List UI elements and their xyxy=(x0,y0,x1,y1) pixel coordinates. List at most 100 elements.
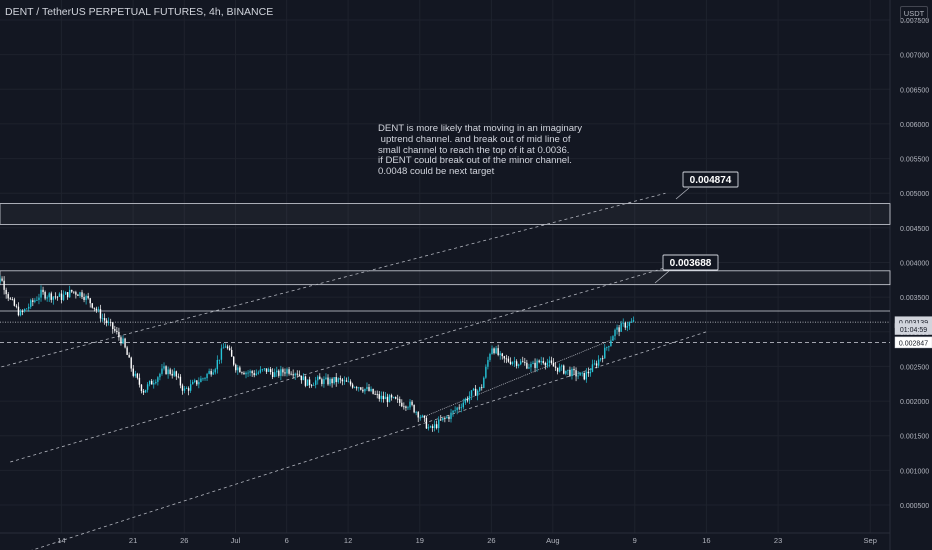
candle-body xyxy=(226,346,229,349)
candle-body xyxy=(378,394,380,399)
candle-body xyxy=(347,381,350,383)
x-tick-label: 19 xyxy=(416,536,424,545)
candle-body xyxy=(175,371,178,377)
candle-body xyxy=(390,395,393,398)
candle-body xyxy=(532,362,534,364)
candle-body xyxy=(499,353,501,355)
x-tick-label: Jul xyxy=(231,536,241,545)
candle-body xyxy=(21,311,24,313)
target-pointer xyxy=(654,270,670,284)
y-tick-label: 0.006000 xyxy=(900,122,929,129)
candle-body xyxy=(107,321,110,323)
candle-body xyxy=(75,292,77,295)
candle-body xyxy=(146,384,149,390)
candle-body xyxy=(503,356,506,359)
candle-body xyxy=(300,375,303,381)
candle-body xyxy=(159,373,161,378)
candle-body xyxy=(110,321,112,323)
candle-body xyxy=(323,379,325,384)
candle-body xyxy=(579,372,581,376)
candle-body xyxy=(241,372,243,374)
candle-body xyxy=(565,370,567,374)
candle-body xyxy=(337,378,339,383)
candle-body xyxy=(38,297,40,300)
candle-body xyxy=(157,377,159,382)
x-tick-label: Sep xyxy=(864,536,877,545)
candle-body xyxy=(419,416,421,418)
candle-body xyxy=(425,417,428,429)
price-axis-label-box xyxy=(894,323,932,335)
candle-body xyxy=(368,387,370,391)
candle-body xyxy=(288,369,290,374)
candle-body xyxy=(479,387,481,391)
candle-body xyxy=(433,424,436,429)
candle-body xyxy=(165,366,167,375)
candle-body xyxy=(214,369,216,373)
candle-body xyxy=(255,373,257,376)
candle-body xyxy=(233,356,235,365)
candle-body xyxy=(569,369,571,376)
candle-body xyxy=(134,373,137,376)
price-axis-label: 0.002847 xyxy=(899,340,928,347)
candle-body xyxy=(341,379,344,382)
candle-body xyxy=(450,412,452,419)
candle-body xyxy=(54,296,57,298)
candle-body xyxy=(616,327,618,330)
candle-body xyxy=(114,329,116,331)
candle-body xyxy=(69,289,71,298)
candle-body xyxy=(356,387,358,389)
candle-body xyxy=(286,369,288,374)
candle-body xyxy=(563,365,565,374)
candle-body xyxy=(362,389,364,392)
candle-body xyxy=(93,307,96,309)
candle-body xyxy=(208,371,210,374)
resistance-zone xyxy=(0,270,891,286)
candle-body xyxy=(173,371,175,376)
candle-body xyxy=(526,362,528,369)
currency-badge[interactable]: USDT xyxy=(900,6,928,22)
candle-body xyxy=(329,378,331,385)
candle-body xyxy=(403,406,405,408)
candle-body xyxy=(628,322,631,327)
candle-body xyxy=(593,363,596,365)
candle-body xyxy=(360,387,362,390)
y-tick-label: 0.005500 xyxy=(900,157,929,164)
candle-body xyxy=(116,330,118,332)
candle-body xyxy=(556,367,559,372)
candle-body xyxy=(138,377,141,385)
candle-body xyxy=(216,360,219,370)
candle-body xyxy=(392,397,395,398)
candle-body xyxy=(239,367,241,373)
candle-body xyxy=(509,361,512,365)
candle-body xyxy=(476,390,479,396)
candle-body xyxy=(435,424,438,429)
candle-body xyxy=(401,402,403,407)
candle-body xyxy=(358,387,360,389)
candle-body xyxy=(599,358,602,360)
candle-body xyxy=(34,300,36,302)
candle-body xyxy=(187,388,190,391)
candle-body xyxy=(122,338,124,344)
candle-body xyxy=(144,389,147,393)
candle-body xyxy=(507,358,510,362)
candle-body xyxy=(331,378,333,384)
candle-body xyxy=(66,292,69,298)
candle-body xyxy=(36,299,38,301)
candle-body xyxy=(427,427,430,429)
candle-body xyxy=(417,412,419,418)
price-axis-label: 01:04:59 xyxy=(900,327,927,334)
candle-body xyxy=(438,419,440,429)
candle-body xyxy=(571,368,573,376)
candle-body xyxy=(294,373,296,376)
candle-body xyxy=(249,371,251,373)
candle-body xyxy=(353,387,356,389)
candle-body xyxy=(548,360,551,363)
candle-body xyxy=(48,293,50,298)
candle-body xyxy=(0,278,1,283)
candle-body xyxy=(487,360,489,367)
y-tick-label: 0.000500 xyxy=(900,503,929,510)
candle-body xyxy=(79,292,81,296)
candle-body xyxy=(46,297,48,299)
